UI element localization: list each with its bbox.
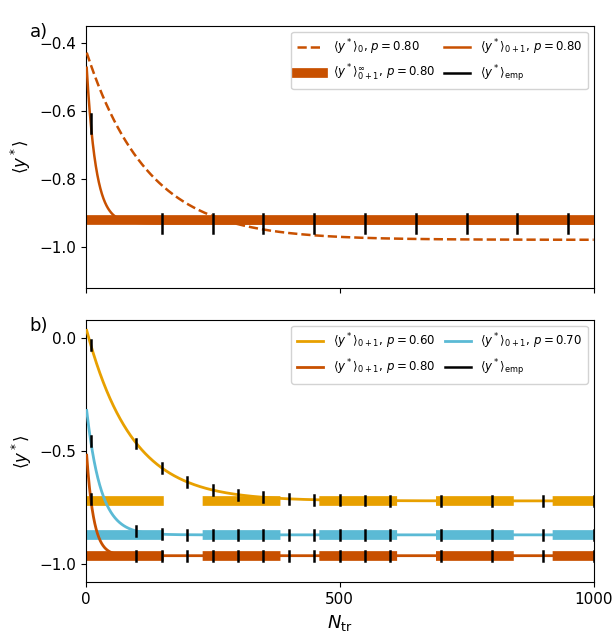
X-axis label: $N_\mathrm{tr}$: $N_\mathrm{tr}$	[327, 612, 353, 633]
Legend: $\langle y^*\rangle_{0+1},\,p=0.60$, $\langle y^*\rangle_{0+1},\,p=0.80$, $\lang: $\langle y^*\rangle_{0+1},\,p=0.60$, $\l…	[291, 326, 588, 383]
Y-axis label: $\langle y^* \rangle$: $\langle y^* \rangle$	[9, 140, 34, 175]
Text: b): b)	[30, 317, 48, 335]
Text: a): a)	[30, 23, 48, 41]
Legend: $\langle y^*\rangle_0,\,p=0.80$, $\langle y^*\rangle^\infty_{0+1},\,p=0.80$, $\l: $\langle y^*\rangle_0,\,p=0.80$, $\langl…	[291, 31, 588, 90]
Y-axis label: $\langle y^* \rangle$: $\langle y^* \rangle$	[9, 433, 34, 468]
